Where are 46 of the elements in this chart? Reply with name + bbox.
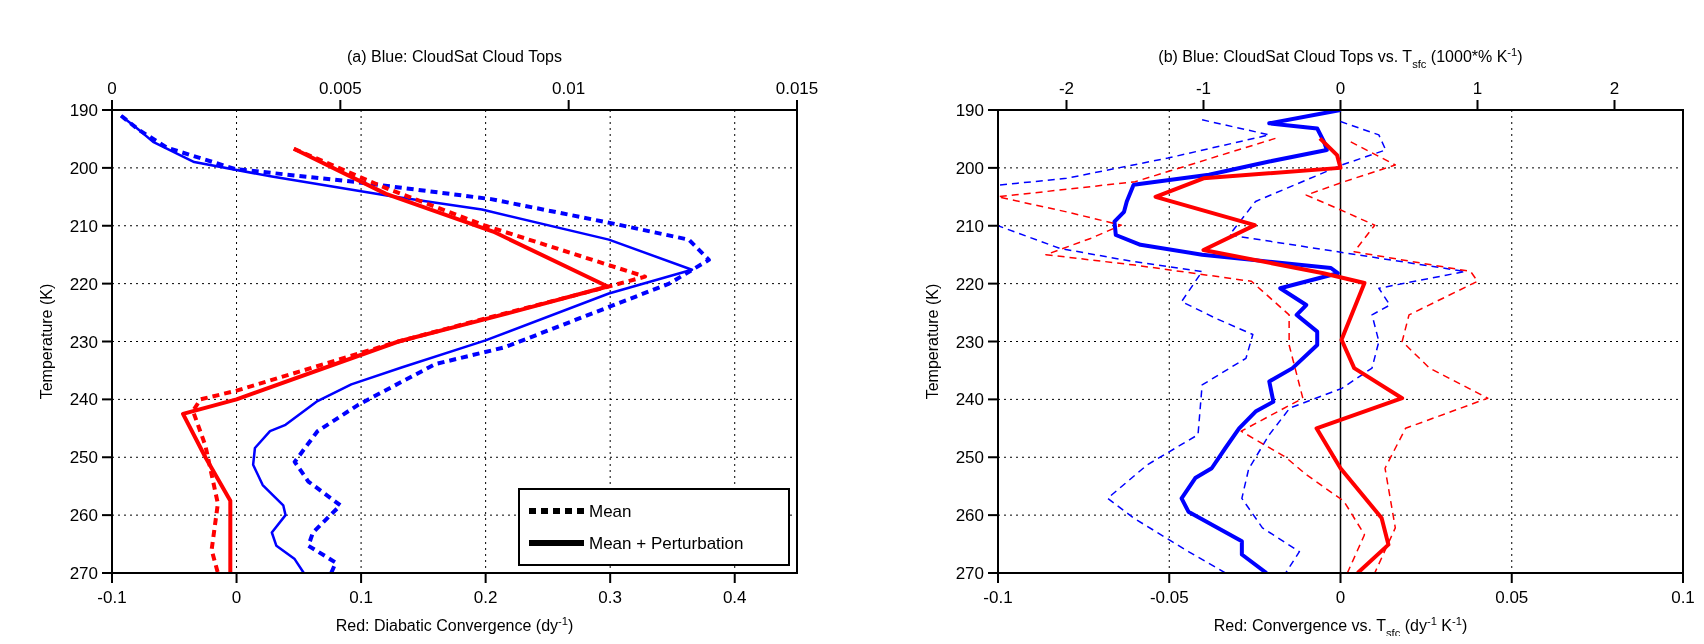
y-tick-label: 210: [955, 216, 984, 236]
x-tick-label: -0.05: [1149, 588, 1189, 607]
y-tick-label: 270: [955, 564, 984, 583]
line-series: [998, 137, 1366, 573]
annotation: Mean: [589, 502, 632, 521]
x-tick-label: 0.1: [349, 588, 373, 607]
x-axis-title: Red: Diabatic Convergence (dy$^{-1}$): [335, 615, 574, 634]
x-tick-label: -0.1: [983, 588, 1013, 607]
y-tick-label: 270: [69, 564, 98, 583]
y-tick-label: 250: [69, 448, 98, 468]
y-tick-label: 200: [69, 158, 98, 178]
x2-tick-label: 0: [1335, 79, 1346, 98]
x2-tick-label: 1: [1472, 79, 1483, 98]
chart-title: (b) Blue: CloudSat Cloud Tops vs. T$_{sfc}$ (1000*% K$^{-1}$): [1158, 46, 1523, 70]
x-tick-label: 0.3: [598, 588, 622, 607]
x-tick-label: 0.2: [473, 588, 498, 607]
x2-tick-label: -2: [1058, 79, 1075, 98]
y-tick-label: 260: [955, 506, 984, 526]
x-tick-label: 0: [1335, 588, 1346, 607]
x-tick-label: 0.4: [722, 588, 747, 607]
y-tick-label: 230: [69, 332, 98, 352]
x-tick-label: 0.1: [1671, 588, 1695, 607]
y-tick-label: 250: [955, 448, 984, 468]
x2-tick-label: 0.015: [775, 79, 819, 98]
y-tick-label: 230: [955, 332, 984, 352]
x2-tick-label: 0: [107, 79, 117, 98]
x-tick-label: 0.05: [1495, 588, 1529, 607]
x2-tick-label: 0.005: [319, 79, 362, 98]
x2-tick-label: 0.01: [552, 79, 586, 98]
y-axis-title: Temperature (K): [38, 283, 55, 400]
x2-tick-label: -1: [1195, 79, 1212, 98]
y-tick-label: 260: [69, 506, 98, 526]
y-tick-label: 210: [69, 216, 98, 236]
y-tick-label: 220: [69, 274, 98, 294]
y-tick-label: 190: [69, 101, 98, 120]
y-axis-title: Temperature (K): [924, 283, 941, 400]
annotation: Mean + Perturbation: [589, 534, 744, 553]
y-tick-label: 190: [955, 101, 984, 120]
x-tick-label: -0.1: [97, 588, 127, 607]
y-tick-label: 240: [69, 390, 98, 410]
chart-title: (a) Blue: CloudSat Cloud Tops: [347, 48, 562, 65]
x2-tick-label: 2: [1609, 79, 1620, 98]
y-tick-label: 220: [955, 274, 984, 294]
y-tick-label: 200: [955, 158, 984, 178]
y-tick-label: 240: [955, 390, 984, 410]
x-tick-label: 0: [231, 588, 242, 607]
